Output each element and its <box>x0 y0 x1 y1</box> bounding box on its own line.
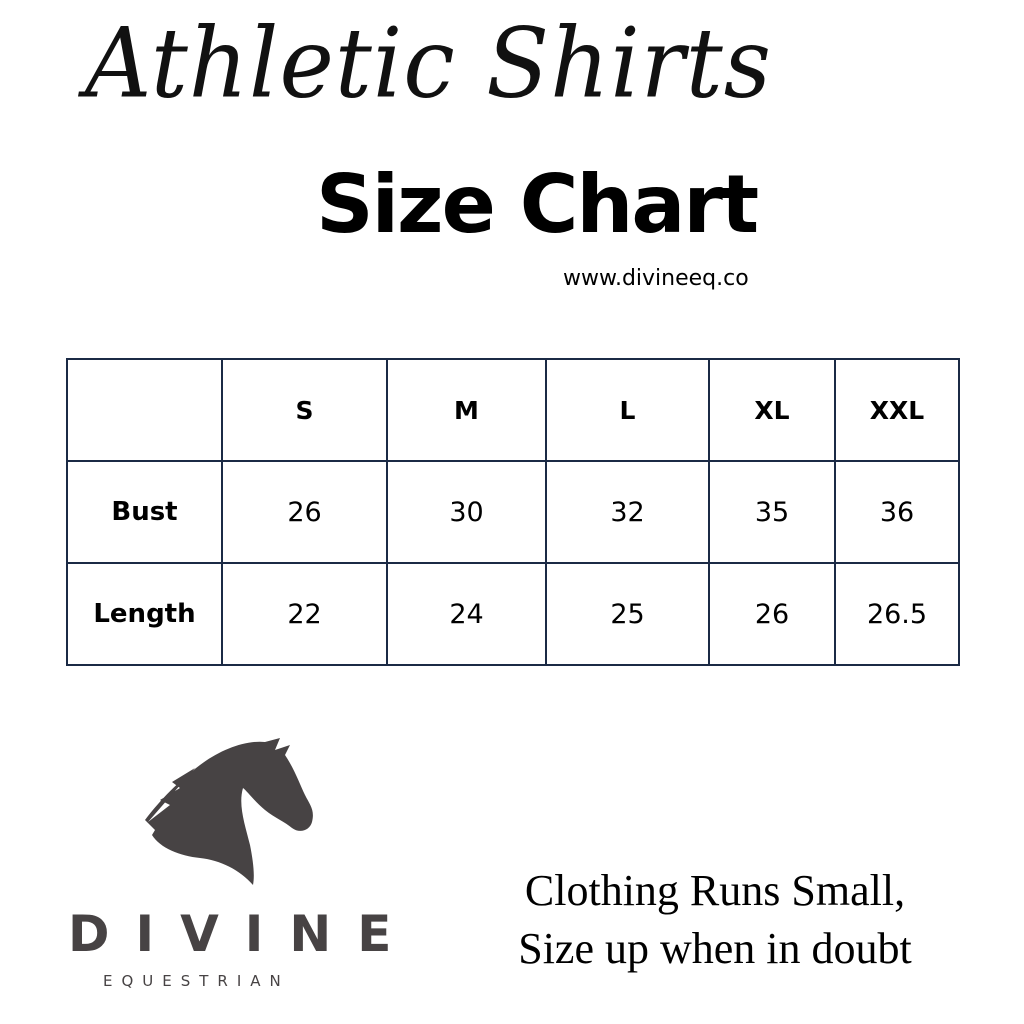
brand-subtitle: EQUESTRIAN <box>103 972 290 990</box>
table-cell: 26 <box>708 562 836 666</box>
table-cell: 32 <box>545 460 710 564</box>
row-label: Length <box>66 562 223 666</box>
size-table: S M L XL XXL Bust 26 30 32 35 36 Length … <box>66 358 960 666</box>
header-cell: S <box>221 358 388 462</box>
brand-name: DIVINE <box>68 905 418 963</box>
table-cell: 24 <box>386 562 547 666</box>
page-title: Size Chart <box>316 158 759 251</box>
table-row: Bust 26 30 32 35 36 <box>66 460 960 564</box>
table-cell: 36 <box>834 460 960 564</box>
horse-head-icon <box>145 738 313 885</box>
header-cell: XXL <box>834 358 960 462</box>
table-header-row: S M L XL XXL <box>66 358 960 462</box>
table-row: Length 22 24 25 26 26.5 <box>66 562 960 666</box>
script-title: Athletic Shirts <box>85 7 772 120</box>
note-line-1: Clothing Runs Small, <box>524 866 906 915</box>
header-cell: L <box>545 358 710 462</box>
table-cell: 26.5 <box>834 562 960 666</box>
header-cell: XL <box>708 358 836 462</box>
table-cell: 30 <box>386 460 547 564</box>
sizing-note: Clothing Runs Small, Size up when in dou… <box>480 862 950 978</box>
header-cell: M <box>386 358 547 462</box>
table-cell: 26 <box>221 460 388 564</box>
table-cell: 35 <box>708 460 836 564</box>
table-cell: 22 <box>221 562 388 666</box>
row-label: Bust <box>66 460 223 564</box>
note-line-2: Size up when in doubt <box>518 924 912 973</box>
header-cell-empty <box>66 358 223 462</box>
table-cell: 25 <box>545 562 710 666</box>
website-url: www.divineeq.co <box>563 266 749 291</box>
